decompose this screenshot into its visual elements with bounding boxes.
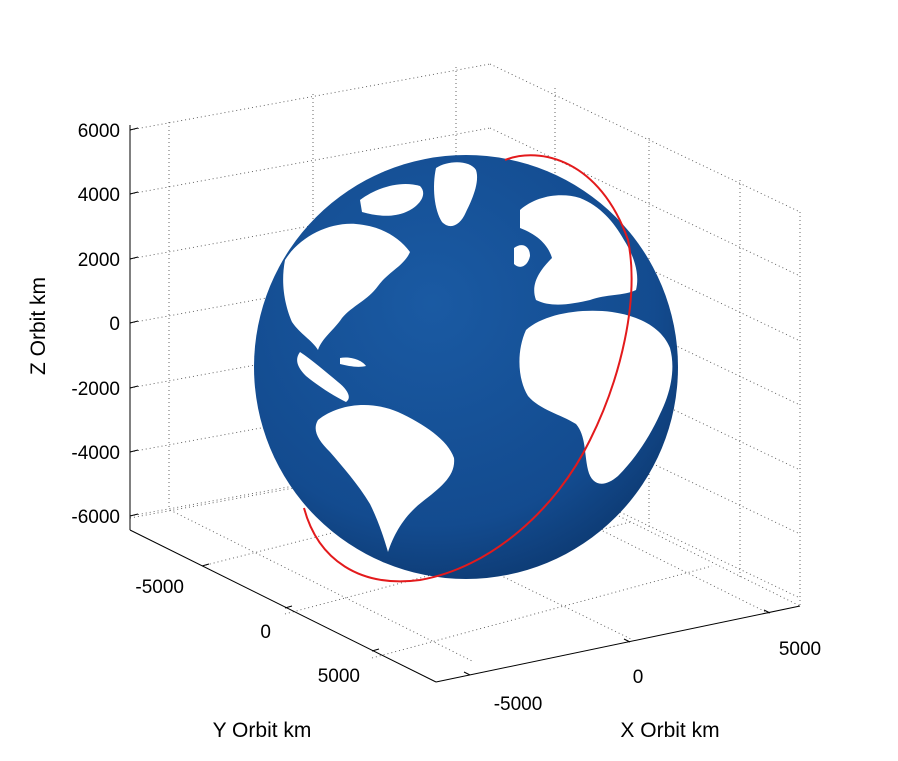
axis-tick bbox=[201, 563, 210, 567]
grid-line bbox=[129, 127, 491, 195]
y-tick-label: 0 bbox=[260, 622, 271, 643]
orbit-path bbox=[303, 154, 633, 583]
earth-globe bbox=[254, 155, 678, 579]
axis-tick bbox=[129, 320, 139, 324]
africa bbox=[519, 310, 673, 484]
y-tick-label: -5000 bbox=[135, 577, 184, 598]
x-tick-labels: -5000 0 5000 bbox=[494, 639, 821, 715]
axis-tick bbox=[763, 609, 771, 614]
arctic-islands bbox=[360, 183, 424, 216]
greenland bbox=[434, 162, 478, 227]
axis-tick bbox=[129, 449, 139, 453]
axis-tick bbox=[623, 638, 631, 643]
grid-line bbox=[489, 451, 801, 607]
axis-tick bbox=[463, 671, 471, 676]
axes bbox=[129, 125, 801, 683]
axis-tick bbox=[129, 127, 139, 131]
z-tick-label: 4000 bbox=[78, 185, 120, 206]
south-america bbox=[315, 405, 455, 552]
europe bbox=[520, 195, 638, 305]
caribbean-islands bbox=[340, 357, 366, 367]
z-tick-label: -2000 bbox=[71, 379, 120, 400]
y-axis-line bbox=[129, 529, 437, 683]
grid-line bbox=[312, 483, 634, 641]
y-tick-labels: -5000 0 5000 bbox=[135, 577, 360, 687]
x-tick-label: 0 bbox=[633, 667, 644, 688]
central-america bbox=[297, 352, 349, 402]
z-tick-label: 0 bbox=[109, 314, 120, 335]
x-tick-label: -5000 bbox=[494, 694, 543, 715]
north-america bbox=[283, 223, 410, 350]
z-tick-label: -6000 bbox=[71, 507, 120, 528]
z-tick-label: 6000 bbox=[78, 121, 120, 142]
axis-tick bbox=[129, 513, 139, 517]
grid-line bbox=[169, 509, 475, 663]
grid-line bbox=[371, 565, 713, 659]
grid-line bbox=[455, 457, 771, 615]
x-axis-label: X Orbit km bbox=[620, 719, 719, 742]
z-axis-label: Z Orbit km bbox=[27, 277, 50, 375]
y-tick-label: 5000 bbox=[318, 666, 360, 687]
x-tick-label: 5000 bbox=[779, 639, 821, 660]
axis-tick bbox=[129, 191, 139, 195]
y-axis-label: Y Orbit km bbox=[213, 719, 312, 742]
x-axis-line bbox=[435, 605, 801, 683]
z-tick-labels: 6000 4000 2000 0 -2000 -4000 -6000 bbox=[71, 121, 120, 528]
z-tick-label: 2000 bbox=[78, 250, 120, 271]
tick-marks bbox=[129, 127, 771, 676]
axis-tick bbox=[371, 648, 380, 652]
british-isles bbox=[514, 245, 530, 267]
axis-tick bbox=[284, 605, 293, 609]
axis-tick bbox=[129, 256, 139, 260]
axis-tick bbox=[129, 385, 139, 389]
z-tick-label: -4000 bbox=[71, 443, 120, 464]
grid-line bbox=[129, 63, 491, 131]
